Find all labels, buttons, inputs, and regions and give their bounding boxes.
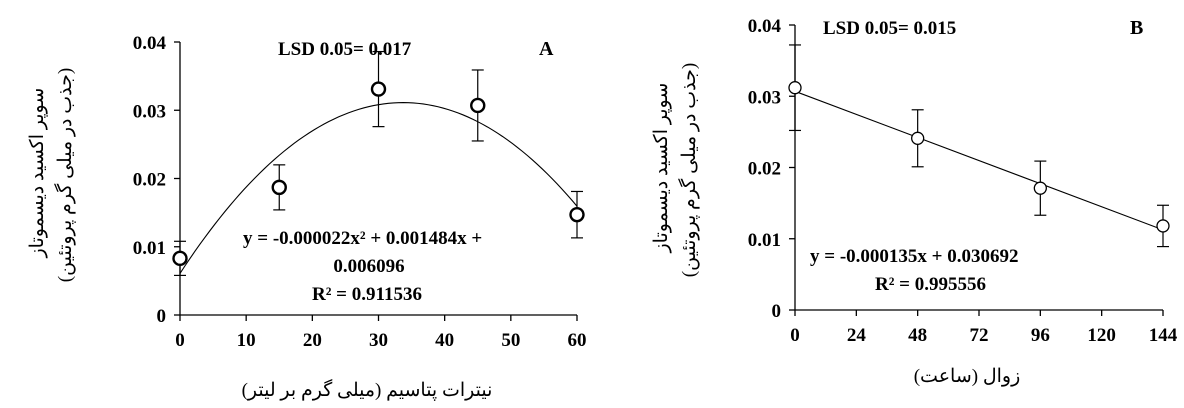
data-point-a [569, 206, 585, 223]
data-point-b [911, 131, 925, 145]
y-tick-label-a: 0.04 [133, 33, 167, 54]
x-tick-label-a: 40 [435, 330, 454, 351]
x-tick-label-b: 72 [970, 325, 989, 346]
trendline-b [794, 90, 1164, 231]
x-tick-label-b: 0 [790, 325, 800, 346]
data-point-b [1033, 181, 1047, 195]
x-tick-label-b: 96 [1031, 325, 1050, 346]
y-tick-label-b: 0.02 [748, 159, 781, 180]
x-tick-label-b: 24 [847, 325, 867, 346]
y-axis-label-b: سوپر اکسید دیسموتاز (جذب در میلی گرم پرو… [651, 63, 700, 277]
x-tick-label-b: 144 [1149, 325, 1178, 346]
x-axis-label-b: زوال (ساعت) [914, 366, 1021, 387]
data-point-a [370, 81, 387, 97]
y-axis-label-b-line1: سوپر اکسید دیسموتاز [651, 83, 672, 254]
y-tick-label-b: 0.01 [748, 230, 781, 251]
lsd-label-b: LSD 0.05= 0.015 [823, 18, 956, 39]
x-tick-label-a: 30 [369, 330, 388, 351]
y-tick-label-a: 0.03 [133, 101, 166, 122]
x-tick-label-b: 48 [908, 325, 927, 346]
y-axis-label-a: سوپر اکسید دیسموتاز (جذب در میلی گرم پرو… [27, 68, 76, 282]
y-tick-label-a: 0.01 [133, 238, 166, 259]
data-point-b [1156, 219, 1170, 233]
equation-a-line1: y = -0.000022x² + 0.001484x + [243, 228, 482, 249]
panel-label-b: B [1130, 17, 1143, 39]
equation-b-line1: y = -0.000135x + 0.030692 [810, 246, 1018, 267]
x-tick-label-a: 20 [303, 330, 322, 351]
data-point-a [172, 250, 188, 267]
r-squared-a: R² = 0.911536 [312, 284, 422, 305]
data-point-a [470, 97, 486, 114]
x-tick-label-a: 50 [501, 330, 520, 351]
x-tick-label-a: 60 [568, 330, 587, 351]
r-squared-b: R² = 0.995556 [875, 274, 986, 295]
y-axis-label-b-line2: (جذب در میلی گرم پروتئین) [677, 63, 700, 277]
x-tick-label-a: 0 [175, 330, 185, 351]
y-tick-label-a: 0 [157, 306, 167, 327]
y-tick-label-b: 0.04 [748, 16, 782, 37]
plot-area-a: 0 0.01 0.02 0.03 0.04 0 10 20 30 40 50 60 [133, 33, 587, 351]
x-axis-label-a: نیترات پتاسیم (میلی گرم بر لیتر) [242, 378, 493, 401]
equation-a-line2: 0.006096 [333, 256, 404, 277]
data-point-b [788, 81, 802, 95]
y-tick-label-b: 0 [772, 301, 782, 322]
plot-area-b: 0 0.01 0.02 0.03 0.04 0 24 48 72 96 120 144 [748, 16, 1178, 346]
chart-panel-b: سوپر اکسید دیسموتاز (جذب در میلی گرم پرو… [651, 16, 1178, 387]
panel-label-a: A [539, 38, 554, 60]
y-axis-label-a-line2: (جذب در میلی گرم پروتئین) [53, 68, 76, 282]
y-tick-label-a: 0.02 [133, 170, 166, 191]
x-tick-label-a: 10 [237, 330, 256, 351]
y-axis-label-a-line1: سوپر اکسید دیسموتاز [27, 88, 48, 259]
lsd-label-a: LSD 0.05= 0.017 [278, 39, 412, 60]
y-tick-label-b: 0.03 [748, 87, 781, 108]
chart-panel-a: سوپر اکسید دیسموتاز (جذب در میلی گرم پرو… [27, 33, 587, 401]
data-point-a [271, 179, 287, 196]
x-tick-label-b: 120 [1087, 325, 1116, 346]
